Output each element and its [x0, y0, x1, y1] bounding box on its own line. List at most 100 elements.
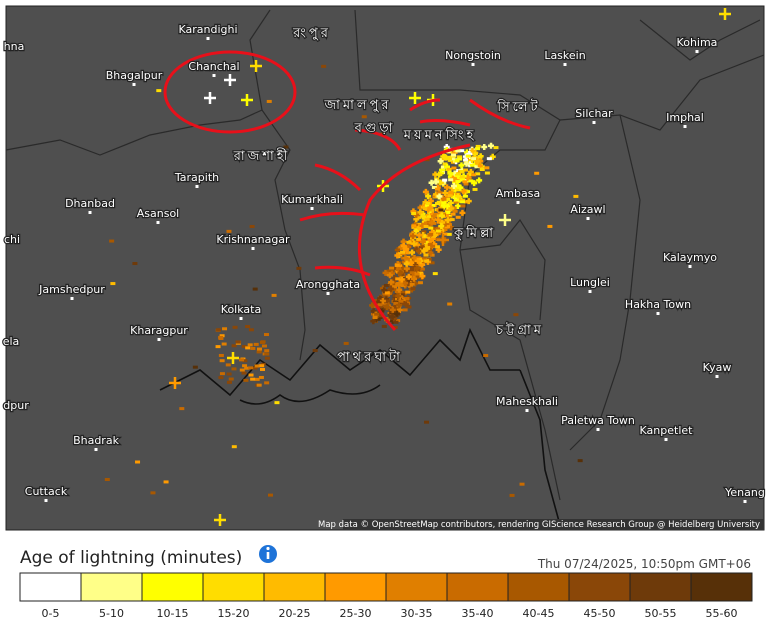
strike — [577, 459, 583, 463]
place-label: Yenang — [724, 486, 765, 499]
strike — [381, 301, 387, 305]
strike — [215, 345, 221, 349]
strike — [414, 257, 421, 264]
strike — [437, 234, 449, 246]
strike — [459, 175, 465, 179]
strike — [245, 346, 251, 350]
strike — [422, 222, 428, 226]
place-dot — [743, 500, 747, 503]
strike — [226, 380, 232, 384]
legend-title: Age of lightning (minutes) — [20, 548, 242, 568]
strike — [436, 171, 443, 178]
place-label: Bhadrak — [73, 434, 120, 447]
strike — [393, 310, 400, 317]
strike — [389, 306, 396, 313]
strike — [218, 335, 224, 339]
local-place-label: ময়মনসিংহ — [403, 127, 477, 143]
strike — [226, 372, 232, 376]
strike — [394, 263, 400, 267]
place-label: Jamshedpur — [38, 283, 105, 296]
strike — [241, 371, 247, 375]
strike — [421, 257, 427, 261]
strike — [420, 213, 427, 220]
legend-swatch — [324, 572, 387, 602]
legend-swatch — [263, 572, 326, 602]
strike — [476, 177, 483, 184]
strike — [433, 178, 440, 185]
strike — [389, 266, 395, 270]
place-label: Kolkata — [221, 303, 261, 316]
strike — [394, 246, 401, 253]
strike — [447, 170, 454, 177]
strike — [418, 271, 424, 275]
coastline — [159, 327, 561, 526]
local-place-label: বগুড়া — [354, 121, 396, 136]
strike — [239, 358, 245, 362]
attribution-bg — [343, 519, 764, 530]
strike — [441, 201, 447, 205]
strike — [455, 149, 461, 153]
strike — [429, 208, 435, 212]
strike — [465, 198, 472, 205]
strike — [369, 302, 376, 309]
strike — [248, 366, 254, 370]
strike — [377, 303, 383, 307]
strike — [439, 157, 445, 161]
strike — [381, 307, 387, 311]
strike — [462, 194, 468, 198]
strike — [439, 212, 446, 219]
strike — [417, 281, 423, 285]
strike — [411, 275, 418, 282]
strike — [436, 200, 442, 204]
strike — [459, 209, 466, 216]
strike — [447, 194, 453, 198]
strike — [513, 313, 519, 317]
strike — [452, 209, 458, 213]
strike — [398, 299, 404, 303]
strike — [435, 216, 442, 223]
strike — [221, 342, 227, 346]
strike — [430, 244, 436, 248]
strike — [442, 162, 448, 166]
strike — [232, 325, 238, 329]
strike — [425, 193, 432, 200]
info-icon[interactable] — [259, 545, 277, 563]
legend-label: 15-20 — [218, 607, 250, 620]
strike — [406, 240, 412, 244]
strike — [135, 460, 141, 464]
strike — [250, 377, 256, 381]
place-dot — [251, 247, 255, 250]
strike — [216, 328, 222, 332]
strike — [428, 232, 434, 236]
strike — [416, 216, 422, 220]
strike — [222, 327, 228, 331]
strike — [235, 340, 241, 344]
place-label: Kharagpur — [130, 324, 188, 337]
strike — [384, 291, 390, 295]
strike — [416, 237, 422, 241]
strike — [466, 173, 472, 177]
strike — [384, 289, 390, 293]
strike — [399, 272, 405, 276]
lightning-strikes — [104, 8, 731, 526]
strike — [409, 92, 421, 104]
strike — [448, 205, 455, 212]
strike — [224, 74, 236, 86]
legend-swatch — [80, 572, 143, 602]
place-dot — [195, 185, 199, 188]
legend-label: 40-45 — [523, 607, 555, 620]
strike — [419, 267, 425, 271]
strike — [204, 92, 216, 104]
strike — [402, 301, 409, 308]
strike — [471, 173, 477, 177]
place-dot — [695, 50, 699, 53]
strike — [431, 229, 437, 233]
legend-label: 25-30 — [340, 607, 372, 620]
strike — [254, 377, 260, 381]
strike — [387, 285, 394, 292]
strike — [370, 318, 377, 325]
strike — [231, 445, 237, 449]
strike — [242, 359, 248, 363]
strike — [463, 182, 469, 186]
